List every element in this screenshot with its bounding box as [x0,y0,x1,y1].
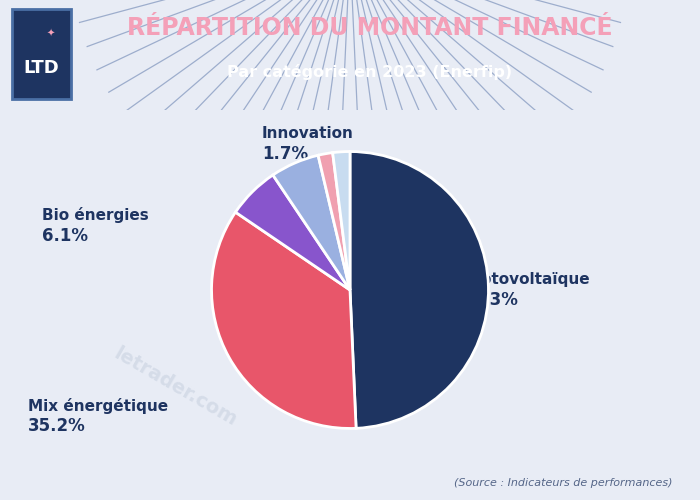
Text: Bio énergies: Bio énergies [42,207,148,223]
Text: LTD: LTD [24,59,60,77]
Text: RÉPARTITION DU MONTANT FINANCÉ: RÉPARTITION DU MONTANT FINANCÉ [127,16,612,40]
Text: 35.2%: 35.2% [28,417,85,435]
Wedge shape [332,152,350,290]
Text: ✦: ✦ [47,28,55,38]
Text: Mix énergétique: Mix énergétique [28,398,168,413]
Text: Innovation: Innovation [262,126,354,140]
FancyBboxPatch shape [13,8,71,99]
Wedge shape [273,156,350,290]
Wedge shape [318,152,350,290]
Text: letrader.com: letrader.com [110,344,240,430]
Text: Par catégorie en 2023 (Enerfip): Par catégorie en 2023 (Enerfip) [228,64,512,80]
Wedge shape [235,175,350,290]
Text: 1.7%: 1.7% [262,144,308,162]
Wedge shape [211,212,356,428]
Wedge shape [350,152,489,428]
Text: 49.3%: 49.3% [460,291,518,309]
Text: 6.1%: 6.1% [42,226,88,244]
Text: (Source : Indicateurs de performances): (Source : Indicateurs de performances) [454,478,672,488]
Text: Photovoltaïque: Photovoltaïque [460,272,591,287]
